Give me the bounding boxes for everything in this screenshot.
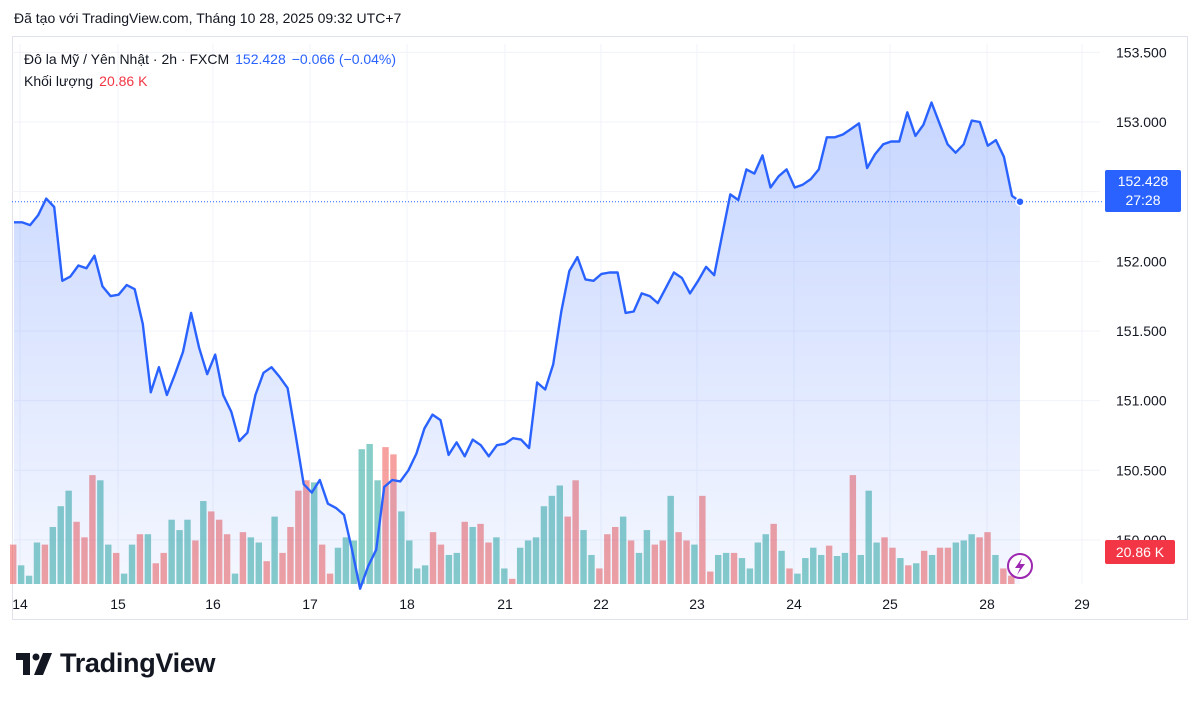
x-tick-label: 18	[399, 596, 415, 612]
legend-volume-value: 20.86 K	[99, 73, 148, 89]
price-area-fill	[14, 102, 1020, 589]
chart-frame	[12, 36, 1188, 620]
last-price-dot	[1015, 196, 1025, 207]
x-tick-label: 17	[302, 596, 318, 612]
y-tick-label: 153.500	[1116, 44, 1167, 60]
tradingview-logo-icon	[16, 652, 52, 675]
x-axis: 14 15 16 17 18 21 22 23 24 25 28 29	[12, 596, 1090, 612]
flash-icon[interactable]	[1007, 553, 1033, 579]
countdown-value: 27:28	[1125, 192, 1161, 208]
y-tick-label: 150.500	[1116, 462, 1167, 478]
x-tick-label: 25	[882, 596, 898, 612]
y-tick-label: 153.000	[1116, 114, 1167, 130]
volume-bar	[358, 449, 365, 584]
volume-badge: 20.86 K	[1105, 540, 1175, 564]
x-tick-label: 28	[979, 596, 995, 612]
legend-change: −0.066 (−0.04%)	[291, 51, 397, 67]
x-tick-label: 21	[497, 596, 513, 612]
price-line	[14, 101, 1021, 590]
legend-last-price: 152.428	[235, 51, 286, 67]
x-tick-label: 24	[786, 596, 802, 612]
legend-volume-label: Khối lượng	[24, 73, 94, 89]
chart-caption: Đã tạo với TradingView.com, Tháng 10 28,…	[14, 10, 402, 26]
legend-volume-row: Khối lượng 20.86 K	[24, 70, 396, 92]
x-tick-label: 22	[593, 596, 609, 612]
x-tick-label: 15	[110, 596, 126, 612]
legend-symbol-row: Đô la Mỹ / Yên Nhật · 2h · FXCM 152.428 −0…	[24, 48, 396, 70]
y-tick-label: 151.000	[1116, 393, 1167, 409]
x-tick-label: 23	[689, 596, 705, 612]
volume-bar	[10, 544, 17, 584]
volume-bar	[366, 444, 373, 584]
x-tick-label: 29	[1074, 596, 1090, 612]
y-axis: 153.500153.000152.500152.000151.500151.0…	[1116, 44, 1167, 548]
tradingview-logo[interactable]: TradingView	[16, 648, 216, 679]
x-tick-label: 16	[205, 596, 221, 612]
y-tick-label: 151.500	[1116, 323, 1167, 339]
y-tick-label: 152.000	[1116, 253, 1167, 269]
x-tick-label: 14	[12, 596, 28, 612]
tradingview-logo-text: TradingView	[60, 648, 216, 678]
last-price-badge-value: 152.428	[1117, 173, 1169, 189]
last-price-badge: 152.428 27:28	[1105, 170, 1181, 212]
legend-symbol: Đô la Mỹ / Yên Nhật · 2h · FXCM	[24, 51, 230, 67]
chart-legend: Đô la Mỹ / Yên Nhật · 2h · FXCM 152.428 −0…	[24, 48, 396, 92]
